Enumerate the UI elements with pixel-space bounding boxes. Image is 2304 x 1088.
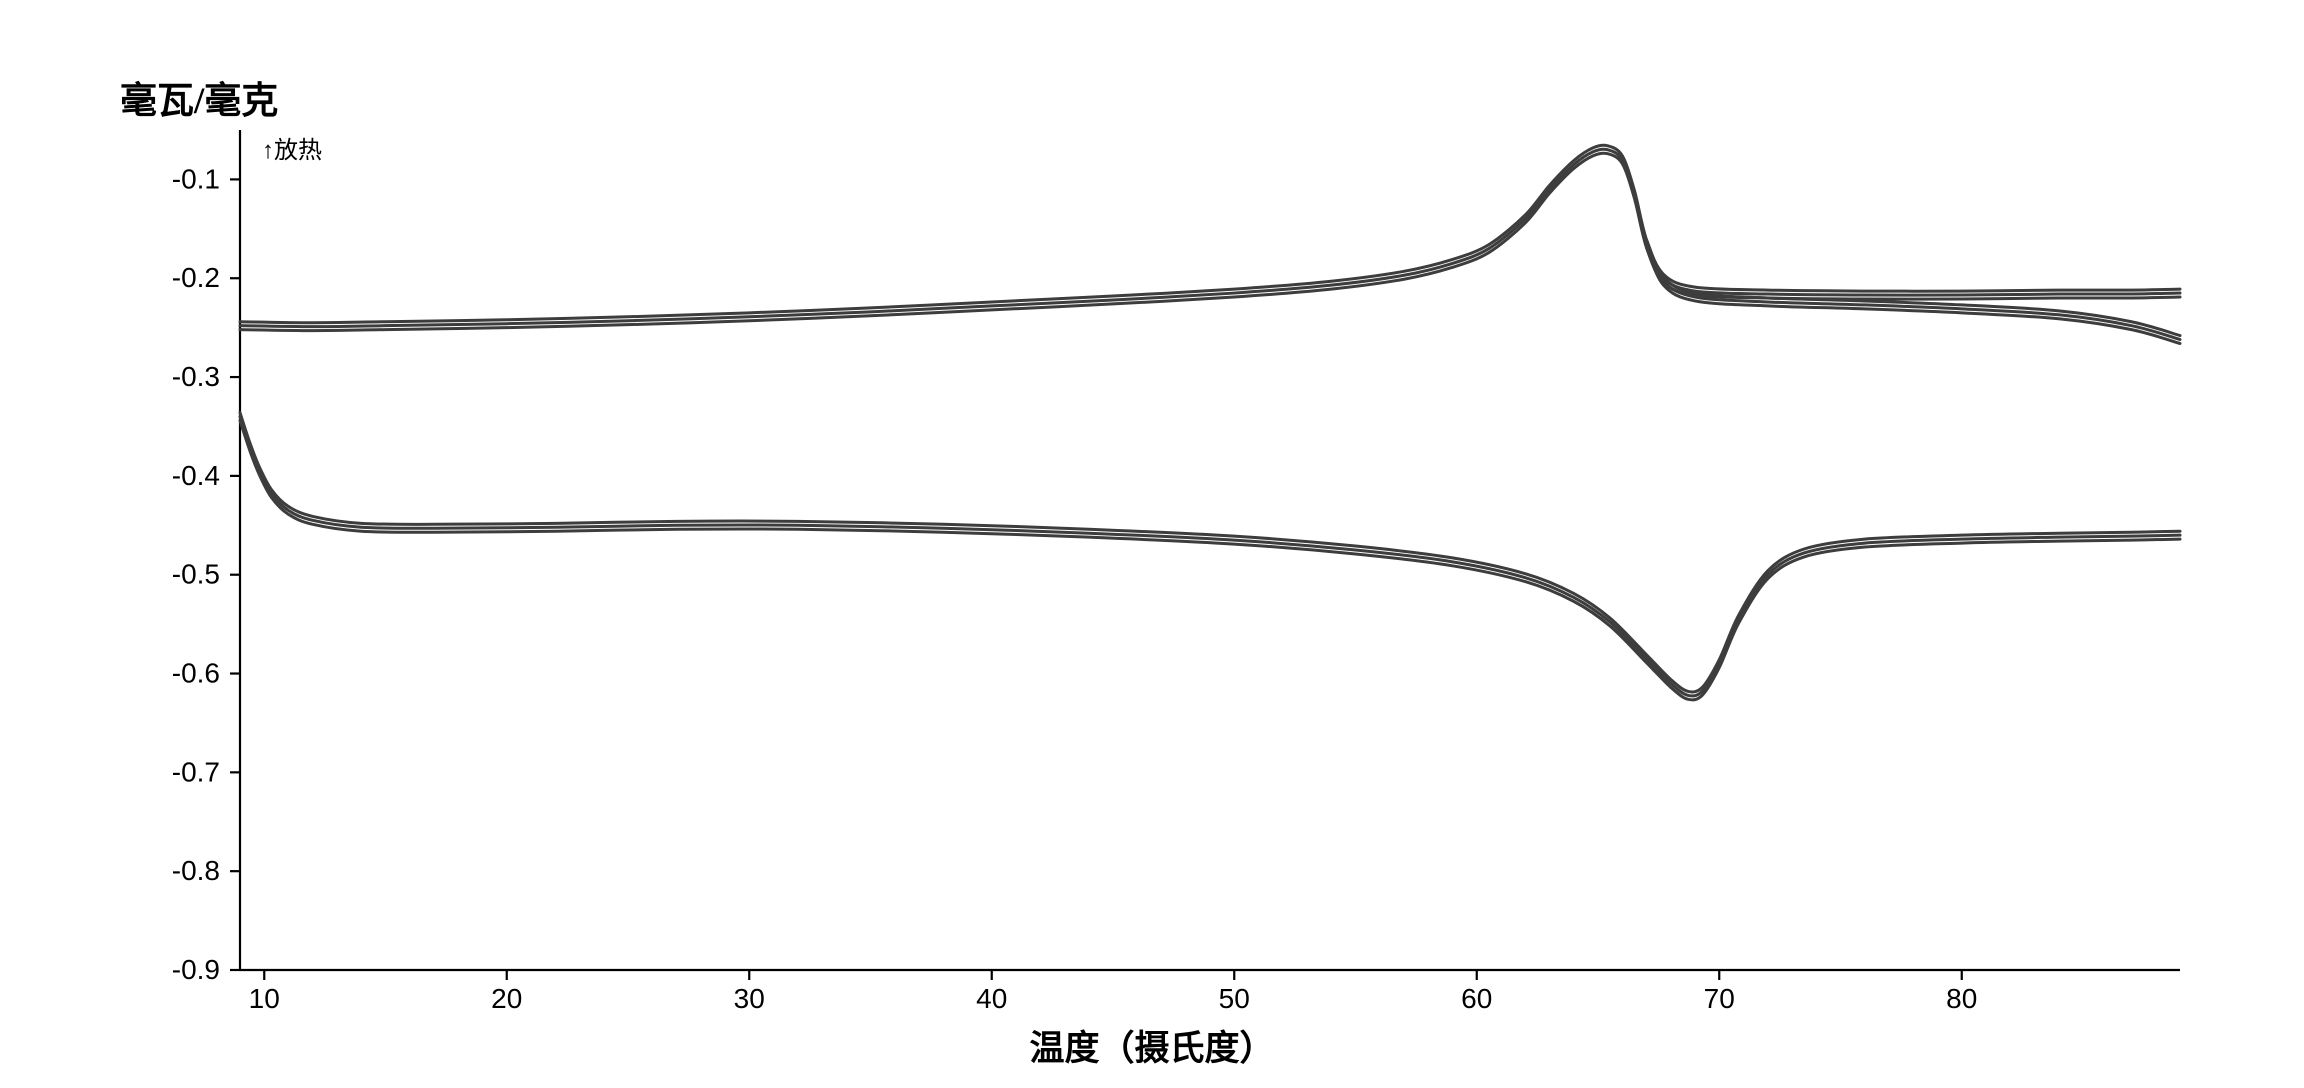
y-tick-label: -0.3 (172, 361, 220, 392)
x-tick-label: 30 (734, 983, 765, 1014)
y-tick-label: -0.7 (172, 756, 220, 787)
exo-arrow-label: ↑放热 (262, 130, 322, 165)
x-tick-label: 40 (976, 983, 1007, 1014)
y-tick-label: -0.8 (172, 855, 220, 886)
x-axis-title: 温度（摄氏度） (0, 1020, 2304, 1071)
plot-svg: -0.1 -0.2 -0.3 -0.4 -0.5 -0.6 -0.7 -0.8 -0.9 10 20… (0, 0, 2304, 1088)
heating-curve (240, 417, 2180, 696)
y-tick-label: -0.5 (172, 559, 220, 590)
y-tick-label: -0.1 (172, 163, 220, 194)
x-tick-label: 50 (1219, 983, 1250, 1014)
y-tick-label: -0.9 (172, 954, 220, 985)
x-tick-label: 60 (1461, 983, 1492, 1014)
x-tick-label: 20 (491, 983, 522, 1014)
cooling-curve (240, 153, 2180, 330)
y-tick-label: -0.2 (172, 262, 220, 293)
y-tick-label: -0.6 (172, 658, 220, 689)
dsc-chart: 毫瓦/毫克 ↑放热 温度（摄氏度） -0.1-0.2-0.3-0.4-0.5-0… (0, 0, 2304, 1088)
heating-curve (240, 421, 2180, 700)
y-axis-title: 毫瓦/毫克 (120, 70, 278, 124)
y-tick-label: -0.4 (172, 460, 220, 491)
x-tick-label: 70 (1704, 983, 1735, 1014)
x-tick-label: 10 (249, 983, 280, 1014)
x-tick-label: 80 (1946, 983, 1977, 1014)
heating-curve (240, 413, 2180, 692)
